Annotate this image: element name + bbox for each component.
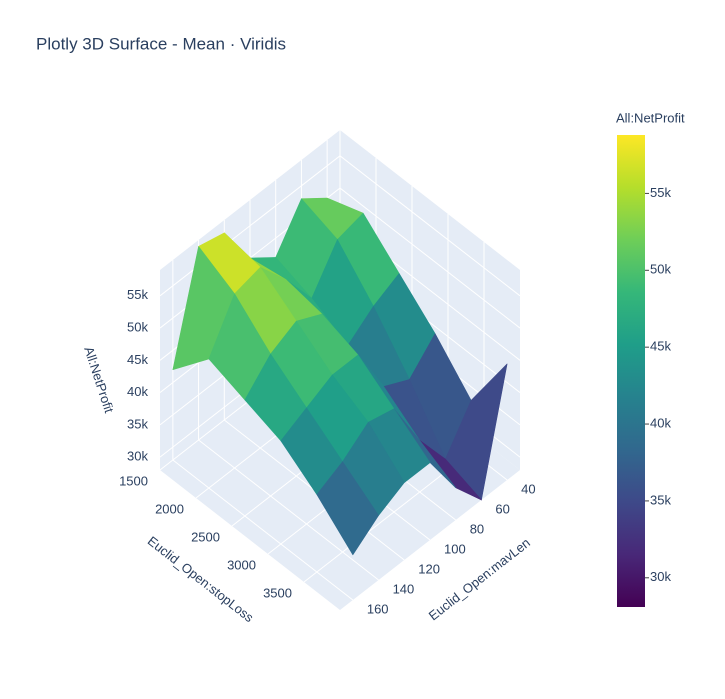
colorbar-tick-label: 45k bbox=[650, 339, 671, 354]
z-tick-label: 35k bbox=[127, 416, 148, 431]
colorbar bbox=[617, 135, 645, 607]
z-tick-label: 45k bbox=[127, 352, 148, 367]
grid-line bbox=[172, 459, 354, 601]
x-tick-label: 120 bbox=[418, 561, 440, 576]
y-tick-label: 2500 bbox=[191, 529, 220, 544]
x-tick-label: 140 bbox=[393, 581, 415, 596]
colorbar-tick-label: 30k bbox=[650, 569, 671, 584]
z-tick-label: 40k bbox=[127, 384, 148, 399]
z-tick-label: 50k bbox=[127, 320, 148, 335]
y-tick-label: 1500 bbox=[119, 473, 148, 488]
grid-line bbox=[339, 187, 521, 329]
y-tick-label: 3000 bbox=[227, 557, 256, 572]
y-tick-label: 2000 bbox=[155, 501, 184, 516]
z-tick-label: 30k bbox=[127, 449, 148, 464]
colorbar-tick-label: 40k bbox=[650, 415, 671, 430]
x-tick-label: 40 bbox=[521, 481, 535, 496]
x-tick-label: 100 bbox=[444, 541, 466, 556]
colorbar-tick-label: 55k bbox=[650, 185, 671, 200]
y-tick-label: 3500 bbox=[263, 585, 292, 600]
x-tick-label: 60 bbox=[495, 501, 509, 516]
x-tick-label: 80 bbox=[470, 521, 484, 536]
colorbar-tick-label: 50k bbox=[650, 262, 671, 277]
z-tick-label: 55k bbox=[127, 287, 148, 302]
surface-cell bbox=[316, 461, 379, 556]
grid-line bbox=[198, 439, 379, 581]
chart-title: Plotly 3D Surface - Mean · Viridis bbox=[36, 34, 286, 53]
grid-line bbox=[339, 155, 521, 297]
wall-right bbox=[340, 130, 520, 470]
colorbar-title: All:NetProfit bbox=[616, 110, 685, 125]
colorbar-tick-label: 35k bbox=[650, 492, 671, 507]
x-tick-label: 160 bbox=[367, 601, 389, 616]
grid-line bbox=[159, 155, 341, 297]
